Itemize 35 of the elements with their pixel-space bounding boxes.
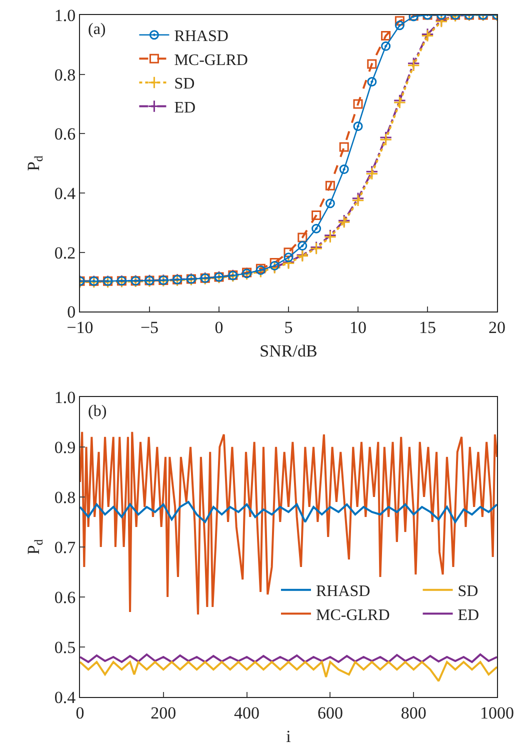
y-tick-label: 0.9 (54, 438, 76, 457)
legend-label: MC-GLRD (316, 606, 390, 624)
legend-label: RHASD (316, 583, 370, 600)
x-tick-label: 15 (419, 318, 436, 338)
y-tick-label: 0.7 (54, 538, 76, 557)
x-tick-label: 200 (150, 703, 176, 722)
x-tick-label: 600 (317, 703, 343, 722)
annotation: (a) (88, 21, 106, 38)
x-axis-title: SNR/dB (260, 341, 318, 360)
y-tick-label: 0.4 (54, 688, 76, 707)
x-tick-label: 5 (284, 318, 293, 338)
x-tick-label: 1000 (480, 703, 514, 722)
x-tick-label: 400 (234, 703, 260, 722)
x-tick-label: −5 (140, 318, 159, 338)
y-tick-label: 0.4 (54, 184, 76, 203)
x-tick-label: 800 (400, 703, 426, 722)
y-tick-label: 0.6 (54, 124, 76, 144)
legend-label: ED (174, 100, 196, 117)
legend-label: ED (458, 606, 480, 624)
x-tick-label: 0 (214, 318, 224, 338)
y-tick-label: 1.0 (54, 388, 76, 407)
legend-label: RHASD (174, 28, 228, 46)
x-tick-label: 10 (350, 318, 366, 338)
legend-label: SD (174, 76, 195, 93)
x-axis-title: i (286, 726, 292, 746)
y-tick-label: 0.8 (54, 65, 76, 84)
y-tick-label: 0.6 (54, 588, 76, 607)
legend-label: SD (458, 583, 478, 600)
y-tick-label: 0.8 (54, 488, 76, 507)
y-tick-label: 0.5 (54, 638, 76, 657)
y-tick-label: 1.0 (54, 6, 76, 25)
y-tick-label: 0.2 (54, 243, 76, 262)
legend-label: MC-GLRD (174, 52, 248, 69)
x-tick-label: 20 (488, 318, 506, 338)
annotation: (b) (88, 403, 107, 420)
